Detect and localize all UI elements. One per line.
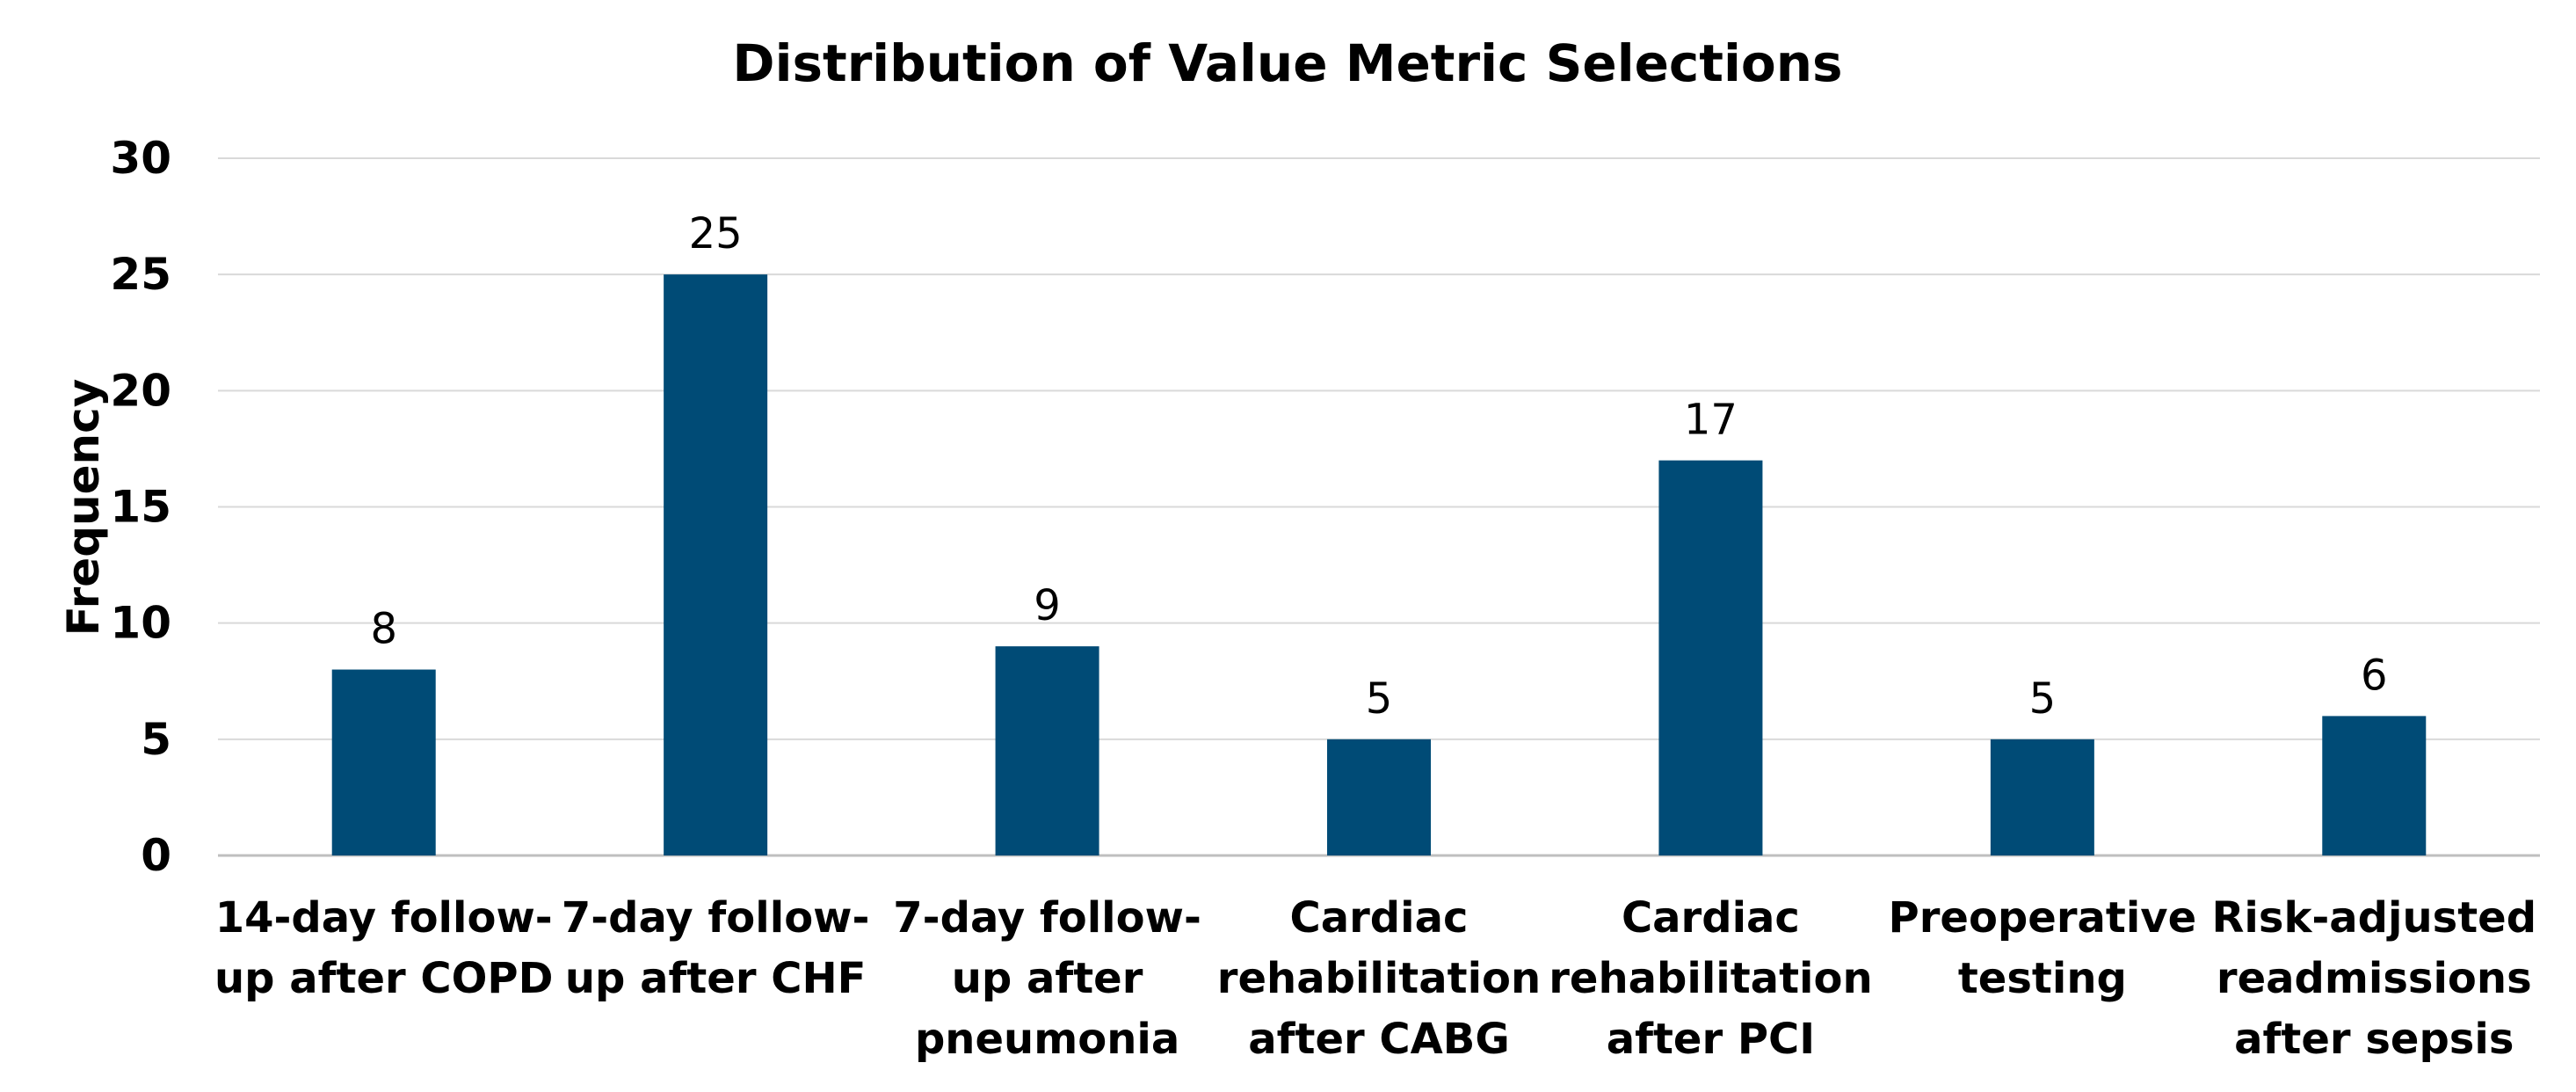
data-label: 17: [1684, 396, 1738, 445]
x-tick-label: Risk-adjusted readmissions after sepsis: [2211, 893, 2536, 1064]
y-tick-label: 30: [110, 133, 171, 184]
bar: [664, 274, 768, 856]
data-label: 6: [2361, 651, 2388, 700]
data-labels: 8 25 9 5 17 5 6: [370, 209, 2387, 724]
bar: [995, 646, 1099, 855]
bar: [2322, 716, 2427, 855]
y-tick-label: 15: [110, 482, 171, 533]
x-tick-label: 14-day follow-up after COPD: [214, 893, 553, 1003]
y-tick-label: 25: [110, 249, 171, 300]
gridlines: [218, 157, 2540, 857]
y-tick-labels: 0 5 10 15 20 25 30: [110, 133, 171, 881]
y-tick-label: 0: [141, 830, 171, 881]
data-label: 9: [1034, 581, 1061, 630]
bars: [331, 274, 2427, 856]
data-label: 8: [370, 605, 397, 654]
bar: [1658, 460, 1763, 855]
data-label: 5: [2029, 674, 2057, 724]
y-axis-label: Frequency: [58, 379, 109, 637]
bar: [331, 669, 436, 855]
bar: [1990, 739, 2094, 855]
y-tick-label: 5: [141, 714, 171, 765]
data-label: 5: [1366, 674, 1393, 724]
y-tick-label: 10: [110, 598, 171, 649]
x-tick-label: Cardiac rehabilitation after CABG: [1217, 893, 1541, 1064]
x-tick-label: 7-day follow-up after CHF: [562, 893, 870, 1003]
data-label: 25: [689, 209, 743, 258]
x-tick-label: 7-day follow-up after pneumonia: [893, 893, 1201, 1064]
chart-title: Distribution of Value Metric Selections: [732, 33, 1842, 93]
x-tick-label: Preoperative testing: [1889, 893, 2197, 1003]
bar: [1327, 739, 1431, 855]
x-tick-label: Cardiac rehabilitation after PCI: [1549, 893, 1872, 1064]
y-tick-label: 20: [110, 365, 171, 416]
